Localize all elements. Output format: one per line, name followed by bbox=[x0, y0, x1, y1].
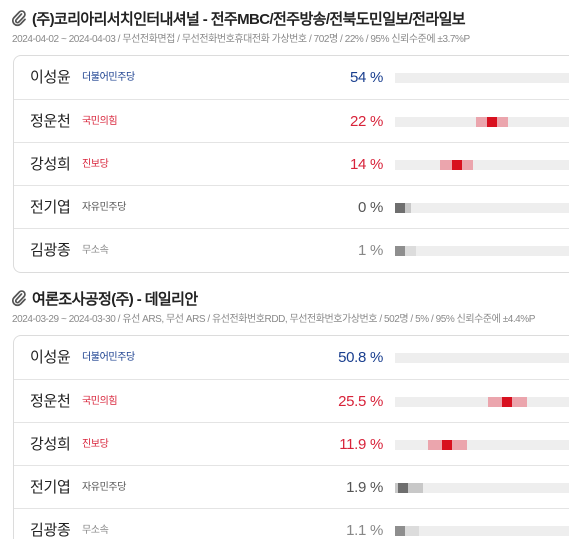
point-marker bbox=[395, 203, 405, 213]
candidate-row: 강성희 진보당 11.9 % bbox=[14, 422, 569, 466]
party-label: 무소속 bbox=[82, 525, 109, 536]
candidate-row: 전기엽 자유민주당 1.9 % bbox=[14, 465, 569, 509]
candidate-name: 전기엽 bbox=[30, 199, 71, 216]
percent-value: 0 % bbox=[358, 199, 383, 216]
percent-value: 25.5 % bbox=[338, 393, 383, 410]
candidate-row: 김광종 무소속 1 % bbox=[14, 228, 569, 272]
percent-value: 14 % bbox=[350, 156, 383, 173]
percent-value: 50.8 % bbox=[338, 349, 383, 366]
candidate-name: 이성윤 bbox=[30, 69, 71, 86]
range-bar bbox=[395, 526, 569, 536]
percent-value: 54 % bbox=[350, 69, 383, 86]
range-bar bbox=[395, 246, 569, 256]
paperclip-icon bbox=[12, 288, 28, 308]
poll-title[interactable]: (주)코리아리서치인터내셔널 - 전주MBC/전주방송/전북도민일보/전라일보 bbox=[12, 6, 466, 30]
point-marker bbox=[395, 526, 405, 536]
candidate-row: 전기엽 자유민주당 0 % bbox=[14, 185, 569, 229]
poll-meta: 2024-03-29 ~ 2024-03-30 / 유선 ARS, 무선 ARS… bbox=[12, 314, 535, 325]
candidate-name: 강성희 bbox=[30, 156, 71, 173]
point-marker bbox=[398, 483, 409, 493]
percent-value: 1 % bbox=[358, 242, 383, 259]
point-marker bbox=[486, 117, 497, 127]
range-bar bbox=[395, 353, 569, 363]
poll-title[interactable]: 여론조사공정(주) - 데일리안 bbox=[12, 286, 198, 310]
candidate-row: 김광종 무소속 1.1 % bbox=[14, 508, 569, 539]
range-bar bbox=[395, 160, 569, 170]
candidate-row: 이성윤 더불어민주당 54 % bbox=[14, 56, 569, 100]
party-label: 진보당 bbox=[82, 159, 109, 170]
point-marker bbox=[442, 440, 453, 450]
candidate-name: 김광종 bbox=[30, 522, 71, 539]
percent-value: 1.9 % bbox=[346, 479, 383, 496]
poll-title-text: (주)코리아리서치인터내셔널 - 전주MBC/전주방송/전북도민일보/전라일보 bbox=[32, 10, 466, 28]
results-card: 이성윤 더불어민주당 50.8 % 정운천 국민의힘 25.5 % 강성희 진보당 11.9… bbox=[13, 335, 569, 539]
candidate-name: 이성윤 bbox=[30, 349, 71, 366]
candidate-name: 정운천 bbox=[30, 113, 71, 130]
party-label: 국민의힘 bbox=[82, 396, 118, 407]
range-bar bbox=[395, 397, 569, 407]
results-card: 이성윤 더불어민주당 54 % 정운천 국민의힘 22 % 강성희 진보당 14 % 전기엽… bbox=[13, 55, 569, 273]
party-label: 국민의힘 bbox=[82, 116, 118, 127]
range-bar bbox=[395, 203, 569, 213]
party-label: 자유민주당 bbox=[82, 482, 127, 493]
range-bar bbox=[395, 117, 569, 127]
margin-range bbox=[395, 246, 416, 256]
range-bar bbox=[395, 73, 569, 83]
poll-title-text: 여론조사공정(주) - 데일리안 bbox=[32, 290, 198, 308]
candidate-row: 정운천 국민의힘 22 % bbox=[14, 99, 569, 143]
candidate-name: 강성희 bbox=[30, 436, 71, 453]
percent-value: 1.1 % bbox=[346, 522, 383, 539]
range-bar bbox=[395, 440, 569, 450]
candidate-row: 강성희 진보당 14 % bbox=[14, 142, 569, 186]
candidate-name: 김광종 bbox=[30, 242, 71, 259]
candidate-name: 정운천 bbox=[30, 393, 71, 410]
party-label: 더불어민주당 bbox=[82, 352, 135, 363]
party-label: 더불어민주당 bbox=[82, 72, 135, 83]
percent-value: 22 % bbox=[350, 113, 383, 130]
percent-value: 11.9 % bbox=[339, 436, 383, 453]
candidate-row: 이성윤 더불어민주당 50.8 % bbox=[14, 336, 569, 380]
paperclip-icon bbox=[12, 8, 28, 28]
margin-range bbox=[395, 483, 423, 493]
point-marker bbox=[451, 160, 462, 170]
candidate-name: 전기엽 bbox=[30, 479, 71, 496]
point-marker bbox=[502, 397, 513, 407]
party-label: 자유민주당 bbox=[82, 202, 127, 213]
candidate-row: 정운천 국민의힘 25.5 % bbox=[14, 379, 569, 423]
margin-range bbox=[395, 526, 420, 536]
range-bar bbox=[395, 483, 569, 493]
party-label: 진보당 bbox=[82, 439, 109, 450]
point-marker bbox=[395, 246, 405, 256]
party-label: 무소속 bbox=[82, 245, 109, 256]
poll-meta: 2024-04-02 ~ 2024-04-03 / 무선전화면접 / 무선전화번… bbox=[12, 34, 470, 45]
